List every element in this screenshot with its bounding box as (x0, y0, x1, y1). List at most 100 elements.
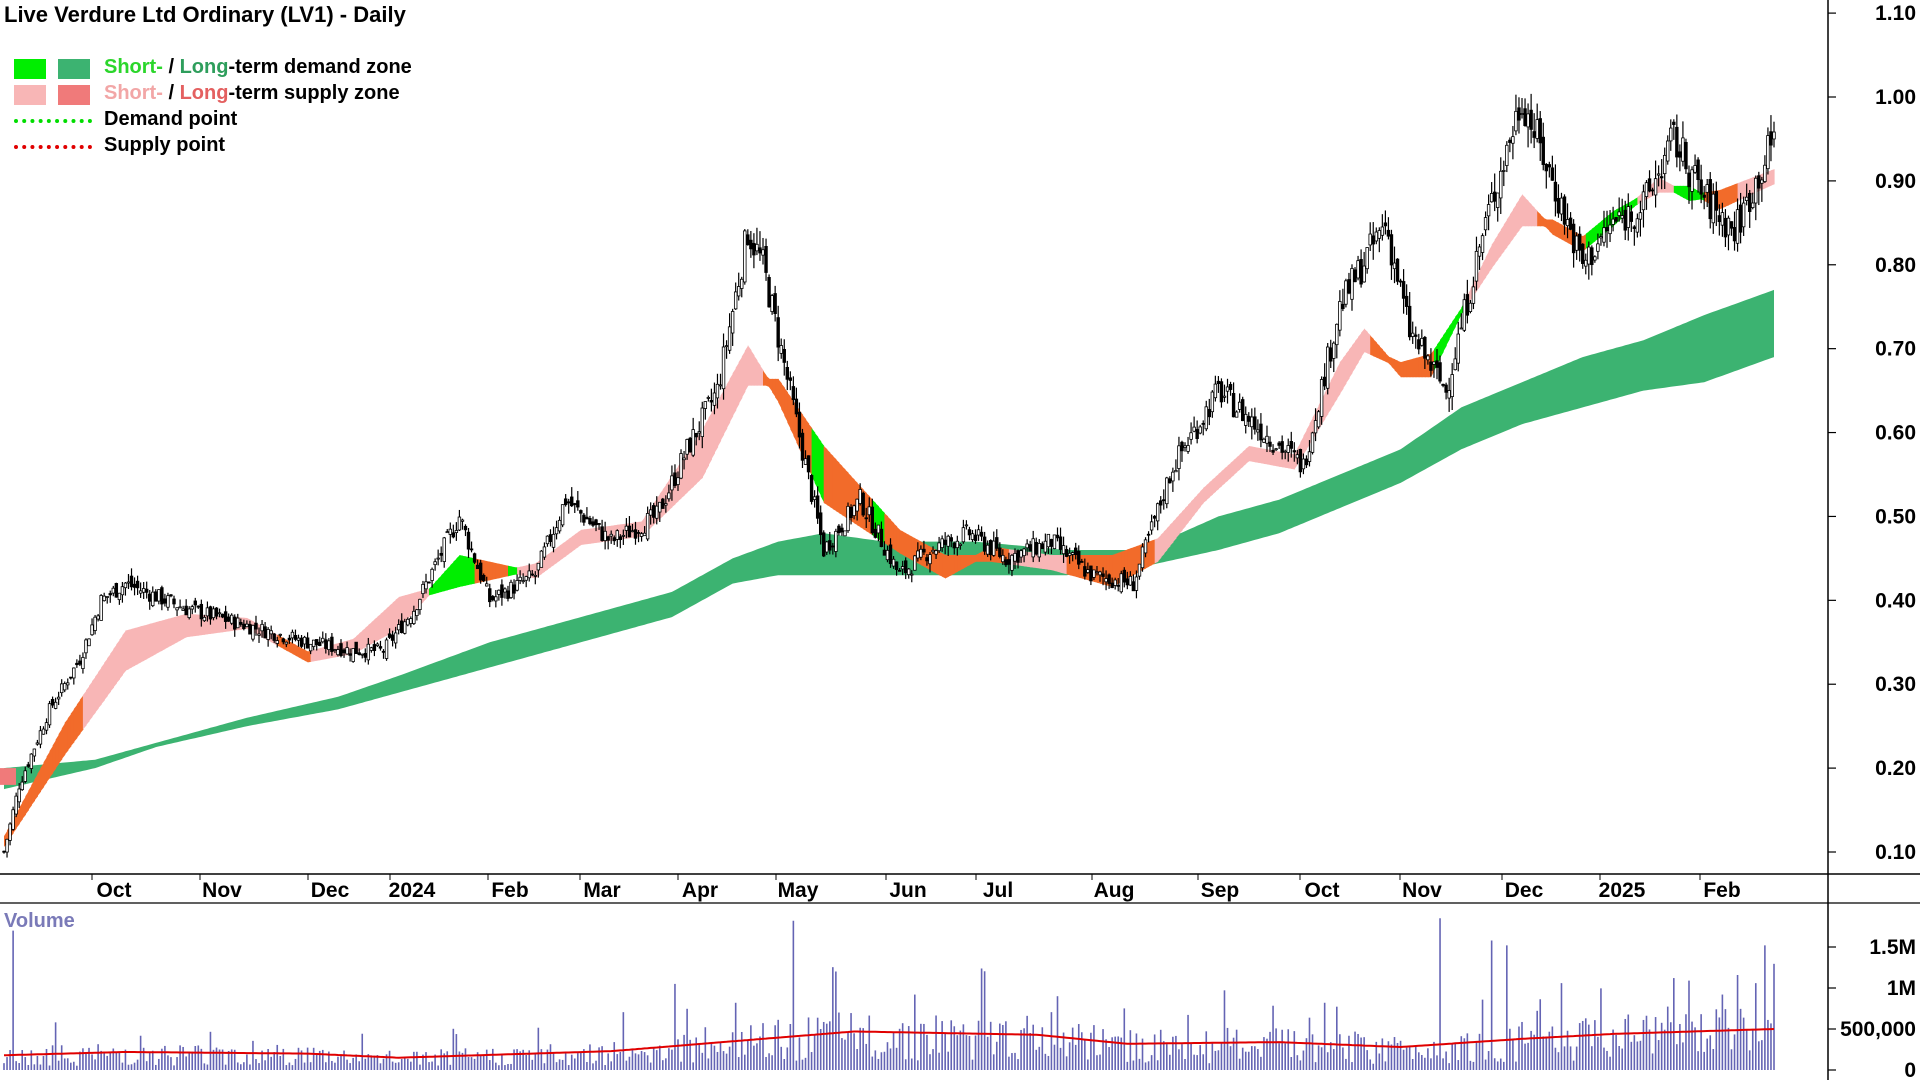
candle-body (740, 278, 744, 289)
candle-body (603, 530, 607, 542)
candle-body (506, 590, 510, 599)
short-term-zone-segment (1740, 180, 1745, 200)
candle-body (749, 239, 753, 250)
candle-body (14, 795, 18, 815)
short-term-zone-segment (295, 644, 300, 658)
candle-body (23, 770, 27, 782)
short-term-zone-segment (377, 613, 382, 641)
candle-body (491, 595, 495, 601)
candle-body (1602, 227, 1606, 243)
candle-body (105, 596, 109, 598)
short-term-zone-segment (1449, 321, 1453, 340)
candle-body (524, 576, 528, 581)
short-term-zone-segment (1364, 328, 1368, 354)
demand-point-swatch (14, 119, 92, 123)
short-term-zone-segment (1157, 534, 1162, 562)
candle-body (1392, 262, 1397, 270)
candle-body (767, 276, 771, 308)
candle-body (1508, 139, 1512, 143)
candle-body (1204, 406, 1208, 430)
candle-body (542, 546, 547, 558)
candle-body (618, 536, 623, 541)
short-term-zone-segment (1667, 182, 1672, 193)
candle-body (822, 532, 826, 557)
short-term-zone-segment (104, 658, 108, 701)
short-term-zone-segment (1479, 263, 1484, 287)
candle-body (1502, 170, 1506, 172)
candle-body (1040, 543, 1045, 550)
candle-body (1283, 450, 1287, 453)
candle-body (919, 548, 923, 558)
short-term-zone-segment (426, 588, 430, 599)
short-term-zone-segment (1182, 508, 1186, 531)
y-tick-label: 0.50 (1875, 505, 1916, 528)
candle-body (907, 568, 911, 576)
candle-body (1480, 235, 1485, 253)
candle-body (245, 623, 249, 628)
candle-body (1240, 399, 1245, 422)
short-term-zone-segment (450, 561, 454, 590)
candle-body (1462, 299, 1467, 331)
candle-body (831, 545, 835, 548)
candle-body (682, 457, 686, 461)
short-term-zone-segment (1115, 552, 1119, 586)
candle-body (1617, 211, 1621, 216)
candle-body (545, 535, 550, 545)
short-term-zone-segment (76, 699, 81, 738)
candle-body (393, 632, 398, 644)
short-term-zone-segment (46, 751, 51, 783)
candle-body (515, 580, 519, 591)
candle-body (1116, 584, 1120, 587)
candle-body (1001, 554, 1005, 563)
short-term-zone-segment (25, 790, 29, 815)
short-term-zone-segment (1731, 184, 1736, 204)
short-term-zone-segment (462, 555, 467, 587)
short-term-zone-segment (565, 538, 570, 557)
candle-body (624, 525, 629, 531)
candle-body (843, 530, 847, 537)
short-term-zone-segment (1512, 204, 1517, 239)
short-term-zone-segment (1218, 471, 1222, 489)
candle-body (260, 623, 264, 632)
candle-body (1468, 302, 1473, 312)
candle-body (570, 496, 574, 507)
short-term-zone-segment (504, 565, 509, 577)
candle-body (1632, 226, 1637, 229)
short-term-zone-segment (972, 555, 977, 564)
short-term-zone-segment (52, 739, 57, 774)
short-term-zone-segment (966, 555, 971, 567)
candle-body (1547, 164, 1552, 168)
candle-body (1104, 578, 1108, 583)
candle-body (1186, 445, 1190, 452)
candle-body (1259, 423, 1263, 441)
short-term-zone-segment (568, 536, 573, 554)
candle-body (1010, 554, 1014, 571)
short-term-zone-segment (1491, 239, 1496, 269)
short-term-zone-segment (143, 624, 148, 661)
candle-body (1544, 163, 1548, 172)
candle-body (1629, 211, 1634, 222)
candle-body (1250, 416, 1254, 428)
short-term-zone-segment (896, 526, 901, 554)
short-term-zone-segment (19, 802, 23, 824)
short-term-zone-segment (784, 387, 788, 423)
candle-body (934, 550, 938, 555)
short-term-zone-segment (1388, 356, 1393, 367)
short-term-zone-segment (301, 648, 306, 661)
candle-body (916, 550, 920, 559)
short-term-zone-segment (1148, 540, 1153, 567)
candle-body (576, 500, 580, 508)
candle-body (1319, 379, 1324, 417)
short-term-zone-segment (705, 418, 709, 472)
candle-body (985, 544, 990, 555)
candle-body (1732, 227, 1737, 242)
short-term-zone-segment (1567, 227, 1572, 245)
candle-body (2, 850, 6, 853)
candle-body (876, 524, 881, 534)
candle-body (81, 657, 85, 669)
candle-body (1760, 179, 1764, 184)
candle-body (163, 598, 167, 604)
candle-body (533, 574, 538, 577)
short-term-zone-segment (316, 648, 321, 661)
candle-body (1368, 233, 1372, 246)
